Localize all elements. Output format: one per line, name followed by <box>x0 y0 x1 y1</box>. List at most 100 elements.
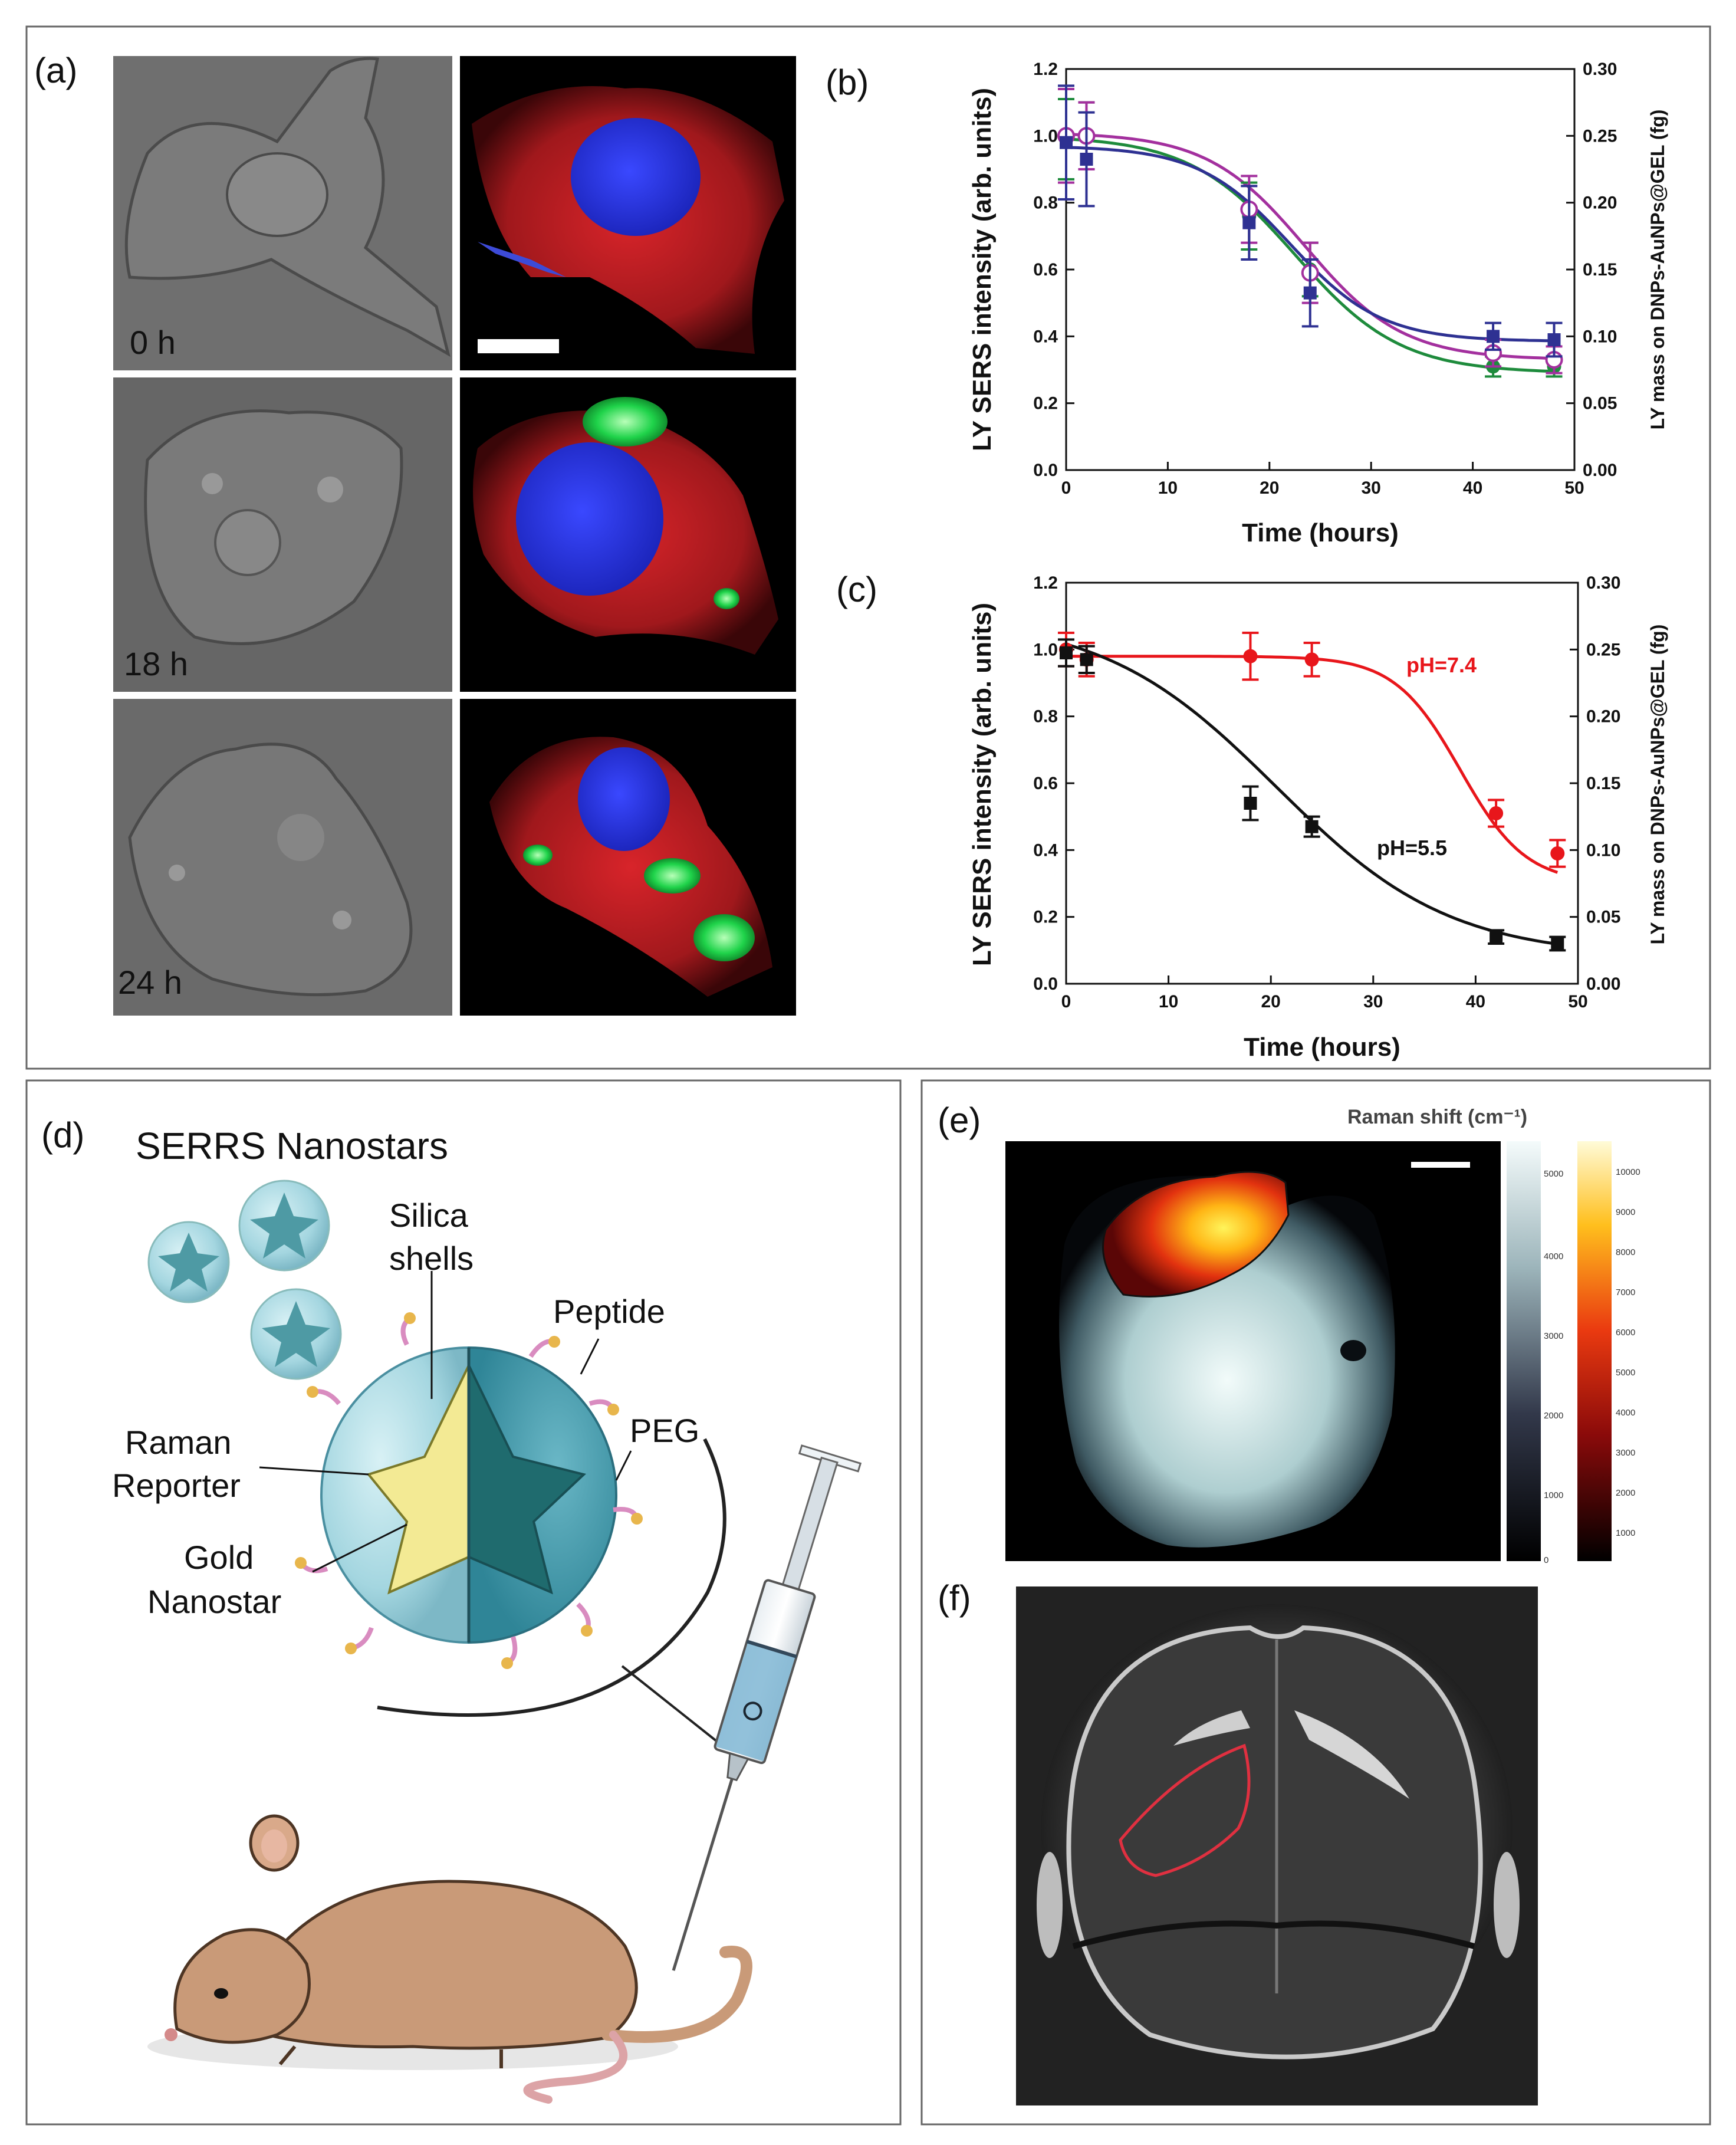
panel-ef-frame <box>920 1079 1711 2126</box>
data-point <box>1244 797 1257 810</box>
label-nanostar: Nanostar <box>147 1583 281 1620</box>
y-tick-label: 0.2 <box>1033 394 1058 413</box>
raman-map <box>1005 1141 1501 1561</box>
y2-tick-label: 0.05 <box>1586 908 1620 927</box>
x-tick-label: 50 <box>1568 992 1587 1011</box>
y2-tick-label: 0.10 <box>1583 327 1617 346</box>
y-tick-label: 0.0 <box>1033 974 1058 994</box>
panel-d-frame <box>25 1079 902 2126</box>
data-point <box>1080 653 1093 666</box>
data-point <box>1243 649 1258 663</box>
y2-tick-label: 0.30 <box>1583 60 1617 79</box>
svg-text:7000: 7000 <box>1616 1287 1635 1297</box>
y-tick-label: 1.2 <box>1033 60 1058 79</box>
data-point <box>1305 820 1319 833</box>
y-tick-label: 0.2 <box>1033 908 1058 927</box>
y-axis-label: LY SERS intensity (arb. units) <box>968 603 997 966</box>
plot-frame <box>1065 68 1576 471</box>
y-tick-label: 1.0 <box>1033 126 1058 146</box>
panel-a-fluorescence-24h <box>460 699 796 1016</box>
x-tick-label: 0 <box>1061 992 1071 1011</box>
data-point <box>1060 646 1073 659</box>
x-tick-label: 10 <box>1158 478 1178 498</box>
colorbar-hot: 10000 9000 8000 7000 6000 5000 4000 3000… <box>1577 1141 1640 1561</box>
svg-text:1000: 1000 <box>1544 1490 1563 1500</box>
svg-text:4000: 4000 <box>1616 1408 1635 1418</box>
timepoint-label: 24 h <box>118 964 182 1001</box>
panel-label-b: (b) <box>826 63 869 102</box>
injection-arc <box>377 1438 726 1717</box>
svg-text:5000: 5000 <box>1616 1368 1635 1378</box>
data-point <box>1490 930 1503 944</box>
y2-tick-label: 0.00 <box>1583 461 1617 480</box>
y2-tick-label: 0.20 <box>1586 707 1620 727</box>
series-label-ph55: pH=5.5 <box>1377 836 1447 860</box>
x-tick-label: 30 <box>1362 478 1381 498</box>
data-point <box>1551 937 1564 950</box>
svg-text:3000: 3000 <box>1616 1448 1635 1458</box>
y2-tick-label: 0.20 <box>1583 193 1617 213</box>
plot-frame <box>1065 582 1579 985</box>
svg-text:4000: 4000 <box>1544 1251 1563 1262</box>
y2-axis-label: LY mass on DNPs-AuNPs@GEL (fg) <box>1647 110 1668 430</box>
data-point <box>1487 330 1500 343</box>
fit-curve <box>1066 655 1559 874</box>
label-reporter: Reporter <box>112 1467 241 1504</box>
mri-image <box>1016 1586 1538 2105</box>
series-label-ph74: pH=7.4 <box>1406 653 1477 677</box>
data-point <box>1303 286 1317 300</box>
panel-label-a: (a) <box>34 51 77 90</box>
y-tick-label: 0.8 <box>1033 707 1058 727</box>
small-nanostar <box>238 1180 330 1272</box>
x-axis-label: Time (hours) <box>1244 1033 1400 1062</box>
small-nanostar <box>250 1288 342 1380</box>
chart-c: 0 10 20 30 40 50 0.0 0.2 0.4 0.6 0.8 1.0 1.2 0.00 0.05… <box>968 573 1668 1062</box>
x-axis-label: Time (hours) <box>1242 518 1399 547</box>
syringe-leader <box>621 1665 724 1747</box>
timepoint-label: 0 h <box>130 324 176 361</box>
y-tick-label: 1.2 <box>1033 573 1058 593</box>
svg-text:8000: 8000 <box>1616 1247 1635 1257</box>
y-tick-label: 0.0 <box>1033 461 1058 480</box>
x-tick-label: 0 <box>1061 478 1071 498</box>
x-tick-label: 30 <box>1363 992 1383 1011</box>
svg-text:9000: 9000 <box>1616 1207 1635 1217</box>
panel-label-e: (e) <box>938 1101 981 1140</box>
y-tick-label: 0.8 <box>1033 193 1058 213</box>
x-tick-label: 50 <box>1564 478 1584 498</box>
panel-a-brightfield-0h: 0 h <box>113 56 452 370</box>
x-tick-label: 20 <box>1260 478 1279 498</box>
data-point <box>1304 652 1319 667</box>
y-tick-label: 0.6 <box>1033 260 1058 280</box>
panel-a-brightfield-18h: 18 h <box>113 377 452 692</box>
svg-text:6000: 6000 <box>1616 1328 1635 1338</box>
label-peg: PEG <box>630 1412 699 1449</box>
y-tick-label: 0.4 <box>1033 840 1058 860</box>
y-axis-label: LY SERS intensity (arb. units) <box>968 88 997 451</box>
panel-label-d: (d) <box>41 1115 84 1155</box>
label-shells: shells <box>389 1240 474 1277</box>
data-point <box>1060 136 1073 149</box>
nanostar-leader-lines <box>259 1271 632 1573</box>
colorbar-gray: 5000 4000 3000 2000 1000 0 <box>1507 1141 1563 1565</box>
scale-bar <box>1411 1162 1470 1168</box>
scale-bar <box>478 339 559 353</box>
svg-text:0: 0 <box>1544 1555 1548 1565</box>
chart-b: 0 10 20 30 40 50 0.0 0.2 0.4 0.6 0.8 1.0 1.2 0.00 0.05… <box>968 60 1668 547</box>
svg-text:1000: 1000 <box>1616 1528 1635 1538</box>
x-tick-label: 20 <box>1261 992 1281 1011</box>
label-gold: Gold <box>184 1539 254 1576</box>
y-tick-label: 1.0 <box>1033 640 1058 659</box>
y2-tick-label: 0.00 <box>1586 974 1620 994</box>
label-raman: Raman <box>125 1424 232 1461</box>
small-nanostar <box>147 1221 230 1303</box>
panel-a-fluorescence-18h <box>460 377 796 692</box>
svg-text:2000: 2000 <box>1544 1411 1563 1421</box>
data-point <box>1550 846 1565 860</box>
svg-text:3000: 3000 <box>1544 1331 1563 1341</box>
y2-tick-label: 0.30 <box>1586 573 1620 593</box>
y-tick-label: 0.6 <box>1033 774 1058 793</box>
panel-d-title: SERRS Nanostars <box>136 1125 448 1167</box>
y2-tick-label: 0.25 <box>1586 640 1620 659</box>
